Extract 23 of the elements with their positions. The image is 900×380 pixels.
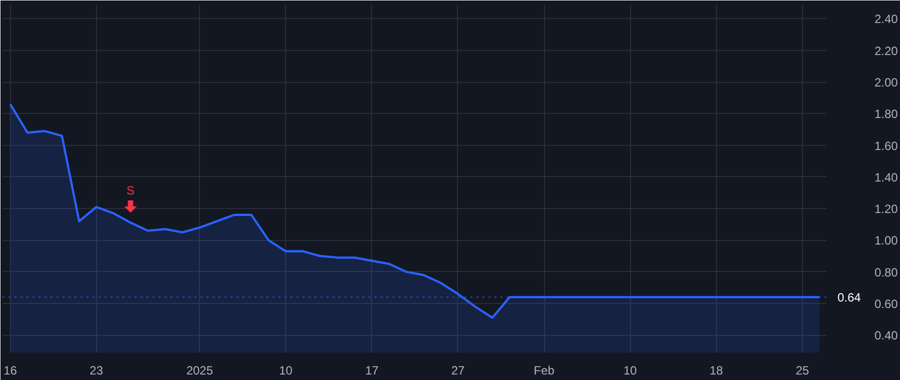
y-tick-label: 1.00 xyxy=(874,234,898,248)
x-tick-label: 10 xyxy=(624,364,638,378)
y-tick-label: 1.80 xyxy=(874,107,898,122)
x-tick-label: 18 xyxy=(710,364,724,378)
ref-line-label: 0.64 xyxy=(838,290,862,305)
x-tick-label: 17 xyxy=(365,364,379,378)
y-tick-label: 2.00 xyxy=(874,76,898,90)
x-tick-label: Feb xyxy=(534,364,555,378)
x-tick-label: 2025 xyxy=(186,364,214,378)
y-tick-label: 2.40 xyxy=(874,12,898,26)
y-tick-label: 1.40 xyxy=(874,170,898,184)
y-tick-label: 0.80 xyxy=(874,265,898,280)
y-tick-label: 2.20 xyxy=(874,44,898,58)
y-tick-label: 0.60 xyxy=(874,296,898,311)
annotation: S xyxy=(126,184,135,198)
x-tick-label: 23 xyxy=(90,364,104,378)
x-tick-label: 27 xyxy=(451,364,465,378)
x-tick-label: 10 xyxy=(279,364,293,378)
y-tick-label: 1.60 xyxy=(874,138,898,153)
x-tick-label: 25 xyxy=(796,364,810,378)
x-tick-label: 16 xyxy=(4,364,18,378)
y-tick-label: 1.20 xyxy=(874,202,898,216)
y-tick-label: 0.40 xyxy=(874,328,898,343)
